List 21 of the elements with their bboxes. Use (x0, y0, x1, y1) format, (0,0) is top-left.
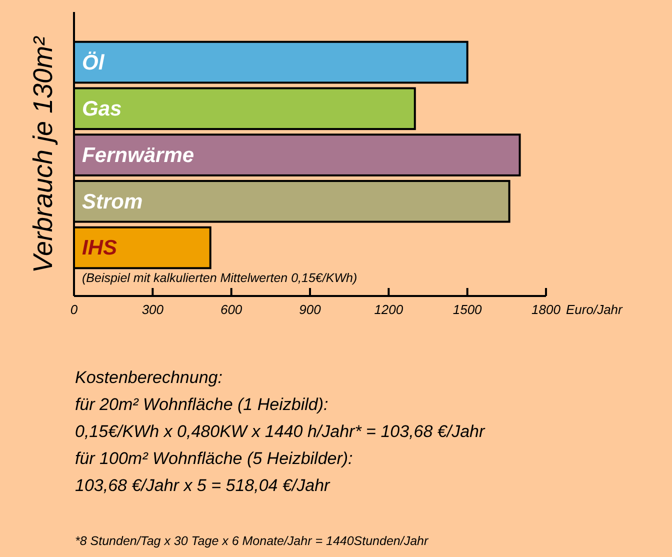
text: für 100m² Wohnfläche (5 Heizbilder): (75, 449, 354, 468)
text: 103,68 €/Jahr x 5 = 518,04 €/Jahr (75, 476, 332, 495)
y-tick-label: IHS (82, 236, 118, 260)
x-tick-label: 1500 (452, 302, 483, 317)
y-tick-label: Fernwärme (82, 144, 194, 167)
x-axis-title: Euro/Jahr (566, 302, 624, 317)
y-tick-label: Öl (82, 51, 106, 74)
x-tick-label: 1200 (374, 302, 404, 317)
x-tick-label: 900 (299, 302, 322, 317)
y-tick-label: Strom (82, 190, 143, 214)
x-tick-label: 1800 (532, 302, 562, 317)
text: *8 Stunden/Tag x 30 Tage x 6 Monate/Jahr = 1440Stunden/Jahr (75, 534, 429, 548)
text: für 20m² Wohnfläche (1 Heizbild): (75, 395, 328, 414)
text: Kostenberechnung: (75, 368, 223, 387)
text: 0,15€/KWh x 0,480KW x 1440 h/Jahr* = 103,68 €/Jahr (75, 422, 486, 441)
x-tick-label: 600 (220, 302, 243, 317)
annotation: (Beispiel mit kalkulierten Mittelwerten 0,15€/KWh) (82, 271, 358, 285)
x-tick-label: 300 (142, 302, 164, 317)
x-tick-label: 0 (70, 302, 78, 317)
y-axis-title: Verbrauch je 130m² (28, 36, 58, 274)
y-tick-label: Gas (82, 98, 122, 121)
